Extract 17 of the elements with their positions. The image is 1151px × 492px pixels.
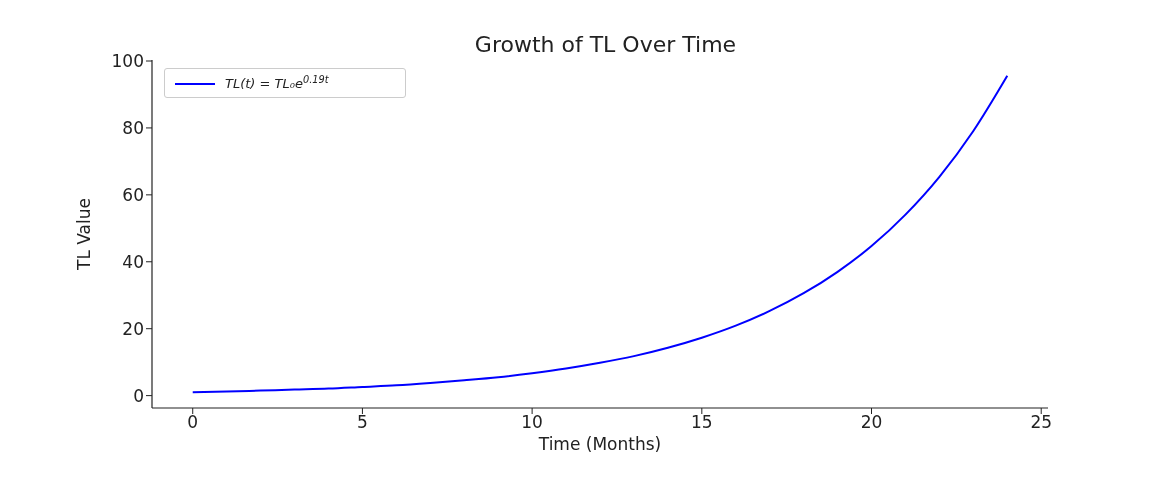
legend-label: TL(t) = TL₀e$^{0.19t}$ — [225, 73, 330, 91]
y-tick-label: 60 — [122, 184, 144, 205]
y-tick-label: 40 — [122, 251, 144, 272]
chart-title: Growth of TL Over Time — [474, 32, 737, 57]
y-tick-label: 20 — [122, 318, 144, 339]
y-axis-title: TL Value — [74, 198, 95, 271]
line-series — [191, 74, 1009, 394]
y-tick-label: 0 — [133, 385, 144, 406]
x-tick-label: 10 — [521, 412, 543, 433]
y-tick-label: 100 — [111, 51, 144, 72]
x-axis-title: Time (Months) — [537, 434, 662, 454]
x-tick-label: 25 — [1030, 412, 1053, 433]
x-tick-label: 0 — [187, 412, 199, 433]
x-tick-label: 5 — [357, 412, 368, 433]
x-tick-label: 20 — [860, 412, 883, 433]
y-tick-label: 80 — [122, 117, 144, 138]
x-tick-label: 15 — [691, 412, 713, 433]
